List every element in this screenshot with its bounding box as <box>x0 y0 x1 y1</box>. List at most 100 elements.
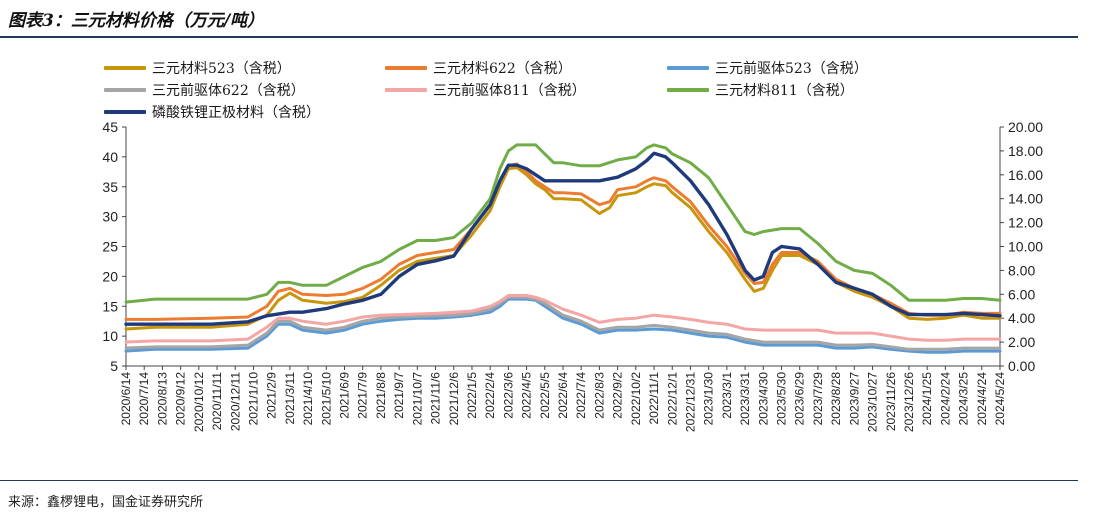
legend-item-4: 三元前驱体811（含税） <box>385 80 586 100</box>
x-tick-label: 2021/7/9 <box>356 372 370 419</box>
y-tick-label-left: 30 <box>102 209 118 225</box>
x-tick-label: 2020/9/12 <box>174 372 188 426</box>
x-tick-label: 2023/9/27 <box>847 372 861 426</box>
bottom-rule <box>0 480 1078 481</box>
x-tick-label: 2024/5/24 <box>993 372 1007 426</box>
legend-swatch <box>104 66 146 70</box>
y-tick-label-left: 40 <box>102 149 118 165</box>
series-line-3 <box>124 295 1002 351</box>
legend-swatch <box>667 88 709 92</box>
x-tick-label: 2024/2/24 <box>938 372 952 426</box>
legend-label: 磷酸铁锂正极材料（含税） <box>152 105 320 121</box>
legend-item-5: 三元材料811（含税） <box>667 80 854 100</box>
x-tick-label: 2022/5/5 <box>538 372 552 419</box>
legend-swatch <box>104 110 146 114</box>
y-tick-label-right: 10.00 <box>1008 239 1043 255</box>
y-tick-label-right: 12.00 <box>1008 215 1043 231</box>
legend-swatch <box>667 66 709 70</box>
x-tick-label: 2021/3/11 <box>283 372 297 425</box>
x-tick-label: 2023/4/30 <box>756 372 770 426</box>
x-tick-label: 2023/7/29 <box>811 372 825 426</box>
x-tick-label: 2023/1/30 <box>702 372 716 426</box>
y-tick-label-left: 10 <box>102 328 118 344</box>
x-tick-label: 2023/8/28 <box>829 372 843 426</box>
x-tick-label: 2022/2/4 <box>483 372 497 419</box>
legend-label: 三元前驱体622（含税） <box>152 83 305 99</box>
x-tick-label: 2023/12/26 <box>902 372 916 432</box>
x-tick-label: 2023/10/27 <box>866 372 880 432</box>
y-tick-label-left: 45 <box>102 119 118 135</box>
x-tick-label: 2022/11/1 <box>647 372 661 425</box>
x-tick-label: 2024/3/25 <box>957 372 971 426</box>
x-tick-label: 2021/12/6 <box>447 372 461 426</box>
series-line-5 <box>124 143 1002 304</box>
x-tick-label: 2020/7/14 <box>137 372 151 426</box>
source-note: 来源：鑫椤锂电，国金证券研究所 <box>8 495 204 510</box>
y-tick-label-right: 20.00 <box>1008 119 1043 135</box>
x-tick-label: 2022/10/2 <box>629 372 643 426</box>
y-tick-label-right: 16.00 <box>1008 167 1043 183</box>
x-tick-label: 2020/12/11 <box>228 372 242 431</box>
y-tick-label-left: 15 <box>102 298 118 314</box>
x-tick-label: 2021/11/6 <box>429 372 443 425</box>
x-tick-label: 2023/3/31 <box>738 372 752 426</box>
x-tick-label: 2021/2/9 <box>265 372 279 419</box>
x-tick-label: 2023/11/26 <box>884 372 898 431</box>
y-tick-label-right: 6.00 <box>1008 286 1035 302</box>
x-tick-label: 2022/12/1 <box>665 372 679 426</box>
legend-swatch <box>104 88 146 92</box>
legend-label: 三元前驱体811（含税） <box>433 83 586 99</box>
x-tick-label: 2022/6/4 <box>556 372 570 419</box>
y-tick-label-right: 0.00 <box>1008 358 1035 374</box>
series-line-2 <box>124 297 1002 354</box>
y-tick-label-right: 2.00 <box>1008 334 1035 350</box>
x-tick-label: 2021/9/7 <box>392 372 406 419</box>
x-tick-label: 2020/6/14 <box>119 372 133 426</box>
x-tick-label: 2020/10/12 <box>192 372 206 432</box>
series-line-6 <box>124 151 1002 326</box>
legend-swatch <box>385 88 427 92</box>
y-tick-label-left: 35 <box>102 179 118 195</box>
y-tick-label-right: 14.00 <box>1008 191 1043 207</box>
chart-title: 图表3：三元材料价格（万元/吨） <box>8 11 265 31</box>
x-tick-label: 2022/7/4 <box>574 372 588 419</box>
x-tick-label: 2022/9/2 <box>611 372 625 419</box>
legend-swatch <box>385 66 427 70</box>
series-line-4 <box>124 294 1002 344</box>
y-tick-label-left: 20 <box>102 268 118 284</box>
x-tick-label: 2024/4/24 <box>975 372 989 426</box>
x-tick-label: 2021/1/10 <box>246 372 260 426</box>
legend-item-6: 磷酸铁锂正极材料（含税） <box>104 102 320 122</box>
legend-item-2: 三元前驱体523（含税） <box>667 58 868 78</box>
x-tick-label: 2022/4/5 <box>520 372 534 419</box>
x-tick-label: 2021/4/10 <box>301 372 315 426</box>
top-rule <box>0 36 1078 38</box>
x-tick-label: 2021/8/8 <box>374 372 388 419</box>
legend-label: 三元材料811（含税） <box>715 83 854 99</box>
y-tick-label-left: 5 <box>110 358 118 374</box>
x-tick-label: 2023/5/30 <box>775 372 789 426</box>
x-tick-label: 2022/1/5 <box>465 372 479 419</box>
y-tick-label-right: 18.00 <box>1008 143 1043 159</box>
legend-label: 三元材料622（含税） <box>433 61 572 77</box>
series-line-1 <box>124 162 1002 321</box>
x-tick-label: 2020/11/11 <box>210 372 224 431</box>
x-tick-label: 2024/1/25 <box>920 372 934 426</box>
y-tick-label-left: 25 <box>102 239 118 255</box>
x-tick-label: 2020/8/13 <box>155 372 169 426</box>
x-tick-label: 2021/10/7 <box>410 372 424 426</box>
y-tick-label-right: 4.00 <box>1008 310 1035 326</box>
x-tick-label: 2021/5/10 <box>319 372 333 426</box>
x-tick-label: 2022/12/31 <box>683 372 697 432</box>
x-tick-label: 2022/3/6 <box>501 372 515 419</box>
legend-item-1: 三元材料622（含税） <box>385 58 572 78</box>
x-tick-label: 2023/6/29 <box>793 372 807 426</box>
x-tick-label: 2023/3/1 <box>720 372 734 419</box>
legend-label: 三元前驱体523（含税） <box>715 61 868 77</box>
y-tick-label-right: 8.00 <box>1008 262 1035 278</box>
legend-label: 三元材料523（含税） <box>152 61 291 77</box>
legend-item-3: 三元前驱体622（含税） <box>104 80 305 100</box>
chart-legend: 三元材料523（含税） 三元材料622（含税） 三元前驱体523（含税） 三元前驱体6… <box>0 58 1117 124</box>
x-tick-label: 2022/8/3 <box>592 372 606 419</box>
